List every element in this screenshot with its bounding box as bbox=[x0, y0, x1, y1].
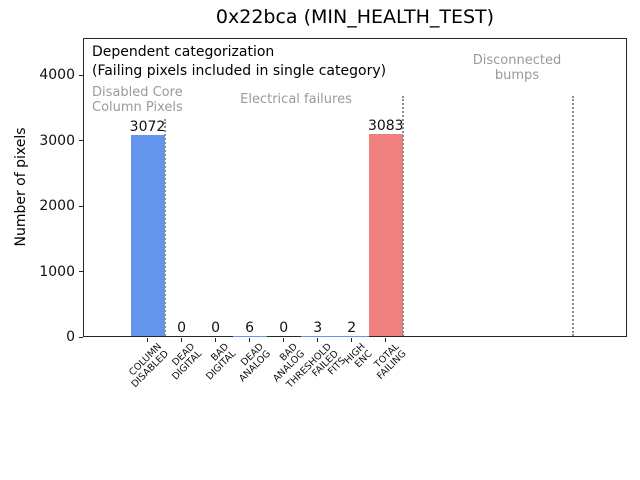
xtick-label-column-disabled: COLUMN DISABLED bbox=[126, 341, 171, 391]
xtick-mark-total-failing bbox=[385, 338, 387, 342]
xtick-label-dead-digital: DEAD DIGITAL bbox=[170, 341, 205, 383]
xtick-mark-dead-analog bbox=[249, 338, 251, 342]
xtick-mark-column-disabled bbox=[147, 338, 148, 342]
value-label-high-enc: 2 bbox=[347, 319, 357, 336]
value-label-dead-digital: 0 bbox=[177, 320, 186, 336]
ytick-label-1000: 1000 bbox=[39, 263, 75, 280]
ytick-mark-1000 bbox=[79, 271, 83, 272]
xtick-mark-high-enc bbox=[351, 338, 353, 342]
ytick-label-3000: 3000 bbox=[39, 132, 75, 149]
bar-total-failing bbox=[368, 134, 403, 336]
ytick-label-4000: 4000 bbox=[39, 67, 75, 83]
annotation-failing-pixels-note: (Failing pixels included in single categ… bbox=[92, 63, 387, 79]
ytick-label-2000: 2000 bbox=[39, 198, 75, 214]
xtick-mark-bad-analog bbox=[283, 338, 285, 342]
xtick-mark-dead-digital bbox=[181, 338, 183, 342]
value-label-threshold-failed-fits: 3 bbox=[313, 319, 323, 336]
region-label-electrical-failures: Electrical failures bbox=[240, 92, 352, 107]
ytick-mark-4000 bbox=[79, 74, 83, 76]
xtick-label-dead-analog: DEAD ANALOG bbox=[236, 341, 273, 385]
value-label-bad-analog: 0 bbox=[279, 320, 289, 336]
xtick-label-total-failing: TOTAL FAILING bbox=[372, 341, 409, 382]
annotation-dependent-categorization: Dependent categorization bbox=[92, 44, 275, 60]
xtick-mark-threshold-failed-fits bbox=[317, 338, 319, 342]
separator-line-1 bbox=[401, 96, 404, 336]
plot-area bbox=[83, 38, 627, 337]
value-label-column-disabled: 3072 bbox=[129, 118, 166, 135]
value-label-bad-digital: 0 bbox=[211, 320, 221, 336]
region-label-disconnected-bumps: Disconnected bumps bbox=[472, 53, 562, 83]
separator-line-0 bbox=[163, 119, 166, 336]
value-label-dead-analog: 6 bbox=[245, 319, 255, 336]
bar-column-disabled bbox=[130, 134, 165, 336]
ytick-mark-3000 bbox=[79, 140, 83, 141]
region-label-disabled-core-column-pixels: Disabled Core Column Pixels bbox=[92, 85, 183, 115]
xtick-label-bad-digital: BAD DIGITAL bbox=[204, 341, 239, 383]
ytick-mark-0 bbox=[79, 336, 83, 338]
ytick-label-0: 0 bbox=[66, 329, 75, 345]
ytick-mark-2000 bbox=[79, 205, 83, 207]
separator-line-2 bbox=[572, 96, 574, 336]
xtick-mark-bad-digital bbox=[215, 338, 217, 342]
value-label-total-failing: 3083 bbox=[367, 118, 404, 135]
chart-title: 0x22bca (MIN_HEALTH_TEST) bbox=[215, 6, 495, 28]
